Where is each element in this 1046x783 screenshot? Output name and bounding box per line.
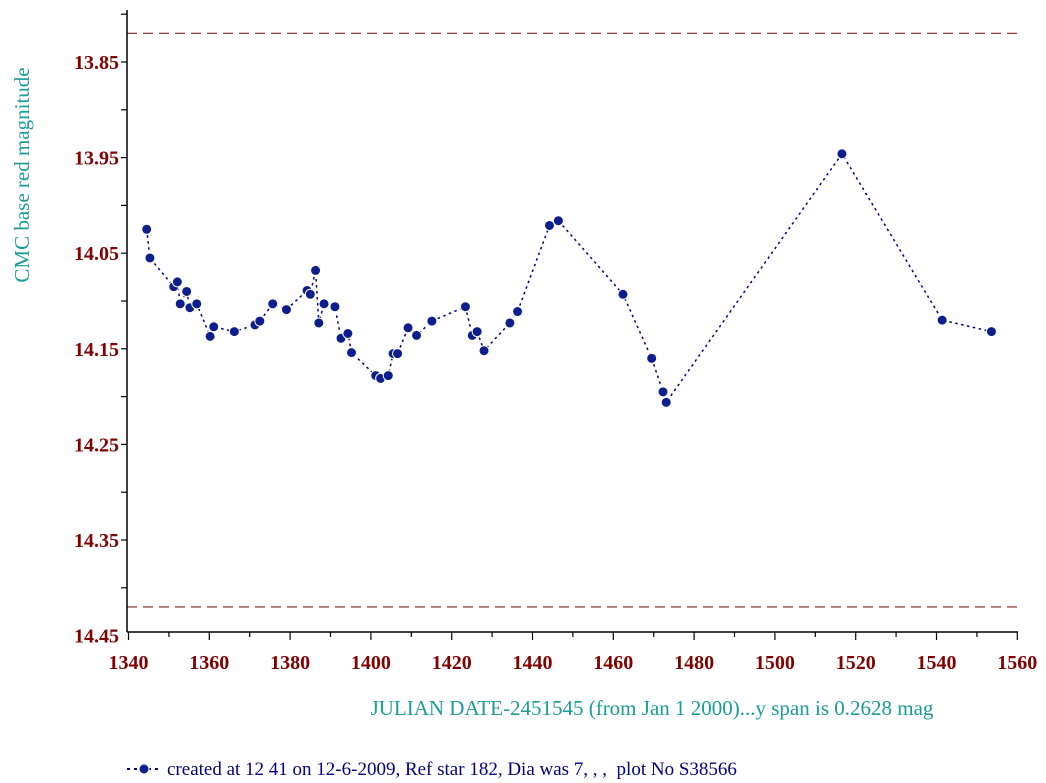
x-tick-label: 1360 bbox=[189, 652, 229, 674]
y-tick-label: 13.95 bbox=[74, 148, 119, 170]
data-point bbox=[144, 252, 156, 264]
data-point bbox=[478, 345, 490, 357]
data-point bbox=[471, 326, 483, 338]
tick-labels: 13.85 13.95 14.05 14.15 14.25 14.35 14.45 1340 1… bbox=[74, 52, 1037, 674]
data-point bbox=[646, 352, 658, 364]
data-point bbox=[318, 298, 330, 310]
data-point bbox=[181, 285, 193, 297]
data-point bbox=[342, 328, 354, 340]
data-point bbox=[657, 386, 669, 398]
y-tick-label: 14.05 bbox=[74, 243, 119, 265]
data-point bbox=[512, 306, 524, 318]
reference-lines bbox=[127, 32, 1018, 608]
legend-marker bbox=[138, 763, 150, 775]
y-tick-label: 14.35 bbox=[74, 530, 119, 552]
x-axis-title: JULIAN DATE-2451545 (from Jan 1 2000)...… bbox=[371, 696, 934, 720]
series bbox=[141, 148, 997, 408]
data-point bbox=[208, 321, 220, 333]
data-point bbox=[280, 304, 292, 316]
data-point bbox=[228, 326, 240, 338]
data-point bbox=[346, 347, 358, 359]
data-point bbox=[382, 370, 394, 382]
x-tick-label: 1560 bbox=[997, 652, 1037, 674]
axes bbox=[121, 10, 1018, 640]
data-point bbox=[504, 317, 516, 329]
x-tick-label: 1400 bbox=[351, 652, 391, 674]
data-point bbox=[836, 148, 848, 160]
legend: created at 12 41 on 12-6-2009, Ref star … bbox=[127, 759, 737, 780]
data-point bbox=[617, 288, 629, 300]
x-tick-label: 1440 bbox=[513, 652, 553, 674]
data-point bbox=[459, 301, 471, 313]
x-tick-label: 1380 bbox=[270, 652, 310, 674]
y-tick-label: 14.25 bbox=[74, 434, 119, 456]
x-tick-label: 1500 bbox=[755, 652, 795, 674]
data-point bbox=[254, 315, 266, 327]
data-point bbox=[402, 322, 414, 334]
data-point bbox=[411, 329, 423, 341]
legend-text: created at 12 41 on 12-6-2009, Ref star … bbox=[167, 759, 737, 780]
data-point bbox=[552, 215, 564, 227]
x-tick-label: 1520 bbox=[836, 652, 876, 674]
data-point bbox=[191, 298, 203, 310]
data-point bbox=[543, 219, 555, 231]
y-tick-label: 14.15 bbox=[74, 339, 119, 361]
data-point bbox=[392, 348, 404, 360]
data-point bbox=[204, 330, 216, 342]
data-point bbox=[304, 288, 316, 300]
data-point bbox=[426, 315, 438, 327]
y-tick-label: 13.85 bbox=[74, 52, 119, 74]
data-point bbox=[174, 298, 186, 310]
x-tick-label: 1540 bbox=[917, 652, 957, 674]
x-tick-label: 1460 bbox=[593, 652, 633, 674]
data-point bbox=[171, 276, 183, 288]
data-point bbox=[329, 301, 341, 313]
y-tick-label: 14.45 bbox=[74, 626, 119, 648]
series-line bbox=[145, 152, 992, 404]
x-tick-label: 1420 bbox=[432, 652, 472, 674]
data-point bbox=[985, 326, 997, 338]
x-tick-label: 1480 bbox=[674, 652, 714, 674]
data-point bbox=[310, 264, 322, 276]
data-point bbox=[936, 314, 948, 326]
x-tick-label: 1340 bbox=[109, 652, 149, 674]
data-point bbox=[313, 317, 325, 329]
data-point bbox=[660, 396, 672, 408]
data-point bbox=[141, 223, 153, 235]
y-axis-title: CMC base red magnitude bbox=[10, 67, 34, 282]
data-point bbox=[267, 298, 279, 310]
